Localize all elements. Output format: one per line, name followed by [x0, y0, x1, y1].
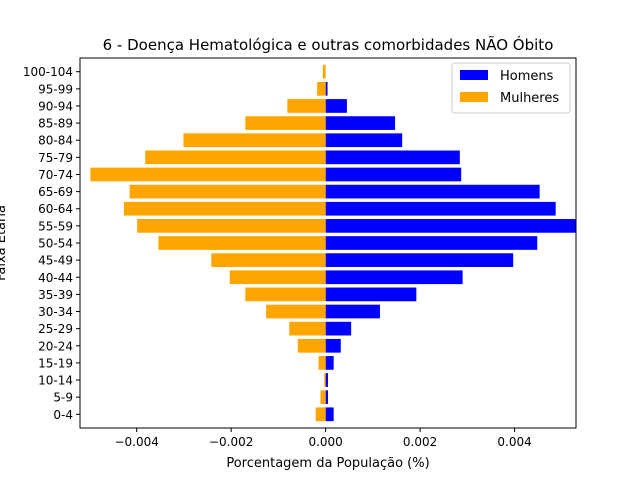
bar-homens-45-49 — [325, 253, 514, 267]
y-tick-label: 10-14 — [38, 374, 73, 388]
y-tick-label: 20-24 — [38, 339, 73, 353]
bar-homens-55-59 — [325, 219, 576, 233]
x-tick-label: 0.002 — [403, 435, 437, 449]
bar-mulheres-90-94 — [287, 99, 326, 113]
bar-mulheres-50-54 — [158, 236, 326, 250]
bar-mulheres-65-69 — [129, 184, 326, 199]
plot-area: 0-4 5-9 10-14 15-19 20-24 25-29 30-34 35-39 40-4… — [23, 64, 576, 449]
y-tick-label: 100-104 — [23, 65, 73, 79]
bar-homens-25-29 — [325, 321, 352, 336]
x-tick-label: −0.002 — [209, 435, 253, 449]
x-tick-label: 0.004 — [497, 435, 531, 449]
bar-homens-85-89 — [325, 116, 396, 130]
y-tick-label: 40-44 — [38, 271, 73, 285]
bar-mulheres-40-44 — [229, 270, 326, 285]
axes-frame — [79, 57, 577, 429]
y-tick-label: 95-99 — [38, 82, 73, 96]
bar-mulheres-80-84 — [183, 133, 326, 148]
bar-mulheres-35-39 — [245, 287, 326, 302]
bar-mulheres-15-19 — [318, 356, 326, 370]
bar-homens-75-79 — [325, 150, 460, 165]
bar-homens-5-9 — [325, 390, 328, 405]
x-tick-label: −0.004 — [114, 435, 158, 449]
y-tick-label: 35-39 — [38, 288, 73, 302]
y-tick-label: 70-74 — [38, 168, 73, 182]
bar-mulheres-55-59 — [137, 219, 326, 233]
legend-label-mulheres: Mulheres — [500, 91, 559, 106]
y-tick-label: 15-19 — [38, 356, 73, 370]
bar-mulheres-85-89 — [245, 116, 326, 130]
bar-homens-40-44 — [325, 270, 463, 285]
y-tick-label: 50-54 — [38, 237, 73, 251]
y-tick-label: 0-4 — [53, 408, 73, 422]
y-tick-label: 60-64 — [38, 202, 73, 216]
bar-homens-60-64 — [325, 201, 556, 216]
bar-mulheres-5-9 — [320, 390, 326, 405]
bar-homens-10-14 — [325, 373, 328, 387]
y-tick-label: 75-79 — [38, 151, 73, 165]
y-axis-label: Faixa Etária — [0, 205, 9, 281]
x-tick-label: 0.000 — [308, 435, 342, 449]
legend: Homens Mulheres — [451, 62, 571, 114]
bar-mulheres-60-64 — [123, 201, 326, 216]
y-tick-label: 5-9 — [53, 391, 73, 405]
x-axis-label: Porcentagem da População (%) — [226, 456, 429, 471]
y-tick-label: 90-94 — [38, 99, 73, 113]
bar-mulheres-20-24 — [297, 338, 326, 353]
y-tick-label: 25-29 — [38, 322, 73, 336]
y-tick-label: 45-49 — [38, 254, 73, 268]
chart-title: 6 - Doença Hematológica e outras comorbi… — [103, 35, 554, 54]
bar-homens-35-39 — [325, 287, 417, 302]
y-tick-label: 80-84 — [38, 134, 73, 148]
y-tick-label: 85-89 — [38, 117, 73, 131]
bar-homens-20-24 — [325, 338, 341, 353]
legend-swatch-homens — [460, 70, 488, 80]
bar-mulheres-100-104 — [322, 64, 326, 79]
bar-homens-50-54 — [325, 236, 538, 250]
legend-swatch-mulheres — [460, 92, 488, 102]
bar-mulheres-70-74 — [90, 167, 326, 182]
bar-homens-80-84 — [325, 133, 403, 148]
bar-mulheres-45-49 — [211, 253, 326, 267]
bar-homens-95-99 — [325, 81, 328, 96]
bar-mulheres-95-99 — [317, 81, 326, 96]
legend-label-homens: Homens — [500, 69, 554, 84]
bar-homens-70-74 — [325, 167, 462, 182]
bar-mulheres-75-79 — [145, 150, 326, 165]
bar-homens-0-4 — [325, 407, 334, 422]
bar-homens-15-19 — [325, 356, 334, 370]
bar-mulheres-25-29 — [289, 321, 326, 336]
bar-homens-90-94 — [325, 99, 347, 113]
bar-homens-30-34 — [325, 304, 380, 319]
y-tick-label: 30-34 — [38, 305, 73, 319]
y-tick-label: 65-69 — [38, 185, 73, 199]
bar-homens-65-69 — [325, 184, 540, 199]
bar-mulheres-0-4 — [315, 407, 326, 422]
y-tick-label: 55-59 — [38, 219, 73, 233]
bar-mulheres-10-14 — [324, 373, 326, 387]
bar-mulheres-30-34 — [266, 304, 326, 319]
